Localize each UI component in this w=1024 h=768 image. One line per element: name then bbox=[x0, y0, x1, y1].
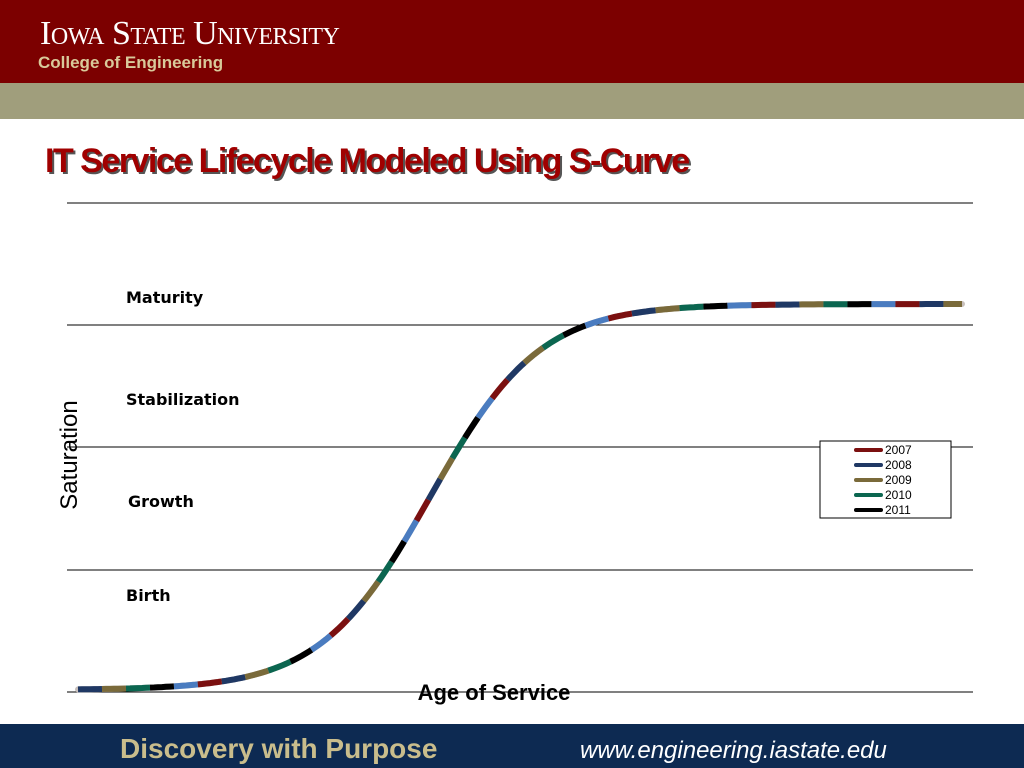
header-band bbox=[0, 0, 1024, 83]
legend-label: 2009 bbox=[885, 473, 912, 487]
legend-label: 2011 bbox=[885, 503, 911, 517]
legend-label: 2008 bbox=[885, 458, 912, 472]
curve-dash bbox=[77, 301, 962, 693]
stage-label: Maturity bbox=[126, 288, 204, 307]
legend-label: 2010 bbox=[885, 488, 912, 502]
slide-title: IT Service Lifecycle Modeled Using S-Cur… bbox=[45, 142, 689, 180]
stage-label: Growth bbox=[128, 492, 194, 511]
legend-box bbox=[819, 440, 952, 519]
s-curve bbox=[75, 301, 965, 693]
stage-label: Birth bbox=[126, 586, 171, 605]
y-axis-label: Saturation bbox=[56, 400, 83, 509]
footer-url: www.engineering.iastate.edu bbox=[580, 737, 887, 764]
title-shadow: IT Service Lifecycle Modeled Using S-Cur… bbox=[47, 144, 691, 182]
curve-dash bbox=[77, 301, 962, 693]
footer-band bbox=[0, 724, 1024, 768]
footer-slogan: Discovery with Purpose bbox=[120, 733, 437, 764]
header-stripe bbox=[0, 83, 1024, 119]
university-name: Iowa State University bbox=[40, 15, 339, 52]
x-axis-label: Age of Service bbox=[418, 680, 571, 705]
legend-label: 2007 bbox=[885, 443, 912, 457]
college-name: College of Engineering bbox=[38, 53, 223, 72]
stage-label: Stabilization bbox=[126, 390, 240, 409]
